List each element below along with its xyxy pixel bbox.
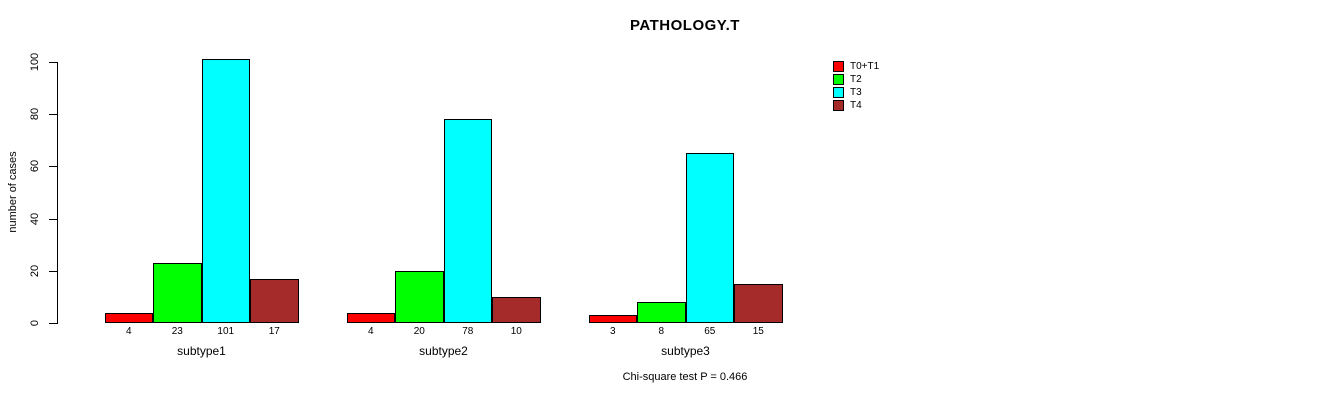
- bar-subtype2-T0+T1: [346, 312, 395, 323]
- bar-subtype1-T2: [153, 262, 202, 323]
- y-tick-label: 0: [29, 319, 41, 327]
- bar-subtype1-T4: [250, 278, 299, 323]
- bar-value-label: 3: [609, 326, 616, 337]
- y-tick: [49, 114, 57, 116]
- bar-value-label: 78: [462, 326, 474, 337]
- bar-value-label: 23: [171, 326, 183, 337]
- y-tick-label: 40: [29, 212, 41, 225]
- bar-value-label: 15: [752, 326, 764, 337]
- bar-subtype2-T3: [443, 119, 492, 323]
- legend-swatch: [833, 74, 844, 85]
- category-label-subtype2: subtype2: [419, 344, 468, 358]
- category-label-subtype1: subtype1: [177, 344, 226, 358]
- bar-subtype2-T4: [492, 296, 541, 323]
- category-label-subtype3: subtype3: [661, 344, 710, 358]
- y-tick: [49, 323, 57, 324]
- bar-subtype1-T0+T1: [104, 312, 153, 323]
- bar-value-label: 65: [704, 326, 716, 337]
- bar-subtype3-T0+T1: [588, 315, 637, 323]
- y-tick-label: 20: [29, 264, 41, 277]
- chart-title: PATHOLOGY.T: [630, 17, 740, 34]
- y-tick: [49, 270, 57, 272]
- bar-value-label: 101: [217, 326, 235, 337]
- y-tick: [49, 218, 57, 220]
- legend-label: T4: [850, 100, 862, 111]
- legend-item-T2: T2: [833, 73, 879, 86]
- y-tick-label: 100: [29, 52, 41, 72]
- legend-swatch: [833, 61, 844, 72]
- legend-swatch: [833, 87, 844, 98]
- y-tick: [49, 166, 57, 168]
- bar-value-label: 4: [367, 326, 374, 337]
- bar-subtype3-T4: [734, 283, 783, 323]
- legend-item-T4: T4: [833, 99, 879, 112]
- legend-swatch: [833, 100, 844, 111]
- bar-value-label: 8: [658, 326, 665, 337]
- legend-item-T3: T3: [833, 86, 879, 99]
- bar-subtype3-T2: [637, 302, 686, 323]
- bar-subtype3-T3: [685, 153, 734, 323]
- legend-item-T0+T1: T0+T1: [833, 60, 879, 73]
- bar-subtype1-T3: [201, 59, 250, 323]
- bar-value-label: 17: [268, 326, 280, 337]
- bar-value-label: 4: [125, 326, 132, 337]
- bar-value-label: 20: [413, 326, 425, 337]
- legend-label: T3: [850, 87, 862, 98]
- legend-label: T2: [850, 74, 862, 85]
- y-axis-line: [57, 62, 58, 324]
- y-tick: [49, 62, 57, 63]
- y-tick-label: 80: [29, 108, 41, 121]
- legend-label: T0+T1: [850, 61, 880, 72]
- bar-subtype2-T2: [395, 270, 444, 323]
- bar-value-label: 10: [510, 326, 522, 337]
- legend: T0+T1 T2 T3 T4: [833, 60, 879, 112]
- y-tick-label: 60: [29, 160, 41, 173]
- y-axis-title: number of cases: [7, 151, 19, 233]
- footnote-chi-square: Chi-square test P = 0.466: [622, 371, 748, 383]
